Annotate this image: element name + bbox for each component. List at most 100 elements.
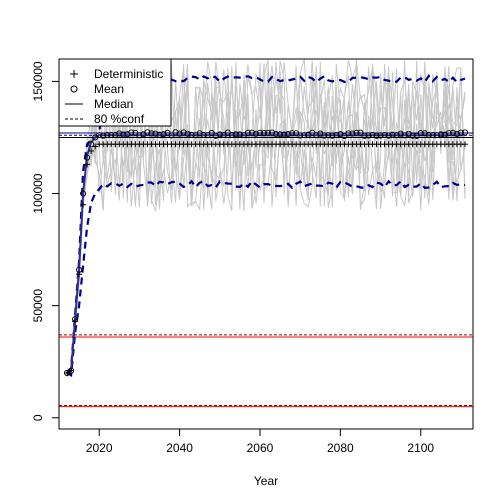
deterministic-marker	[84, 161, 91, 168]
y-tick-label: 0	[31, 414, 45, 421]
x-tick-label: 2080	[327, 441, 354, 455]
summary-series-layer	[63, 74, 469, 377]
mean-marker	[381, 131, 388, 139]
mean-marker	[260, 129, 268, 137]
mean-marker	[289, 130, 296, 137]
mean-marker	[128, 129, 135, 136]
mean-marker	[457, 129, 464, 136]
legend-label: Median	[94, 97, 133, 111]
mean-marker	[361, 132, 368, 139]
mean-marker	[461, 129, 469, 136]
mean-marker	[429, 132, 436, 139]
mean-marker	[232, 131, 239, 138]
mean-marker	[84, 154, 91, 161]
y-tick-label: 100000	[31, 173, 45, 213]
mean-marker	[160, 131, 167, 138]
reference-lines-layer	[59, 132, 473, 408]
mean-marker	[329, 132, 336, 139]
mean-marker	[144, 129, 151, 136]
mean-marker	[124, 131, 131, 138]
mean-marker	[441, 131, 448, 138]
y-tick-label: 50000	[31, 289, 45, 323]
legend-entry: Mean	[70, 82, 124, 96]
mean-marker	[72, 316, 79, 323]
mean-marker	[120, 131, 127, 138]
mean-marker	[148, 130, 155, 137]
mean-marker	[208, 129, 215, 137]
mean-marker	[172, 129, 179, 136]
axes-layer: 2020 2040 2060 2080 2100 0 50000 100000 150000	[31, 61, 434, 455]
mean-marker	[277, 131, 284, 138]
mean-marker	[345, 130, 352, 137]
mean-marker	[281, 131, 288, 138]
mean-marker	[88, 141, 95, 148]
mean-marker	[268, 129, 276, 136]
mean-marker	[68, 367, 75, 374]
mean-marker	[256, 129, 264, 136]
mean-marker	[433, 132, 440, 139]
mean-marker	[236, 131, 243, 138]
mean-marker	[184, 130, 191, 137]
x-tick-label: 2100	[407, 441, 434, 455]
mean-marker	[425, 131, 432, 138]
mean-marker	[449, 129, 456, 136]
lower-80-conf-line	[66, 179, 466, 377]
mean-marker	[369, 131, 376, 138]
mean-marker	[212, 132, 219, 139]
mean-marker	[104, 131, 111, 139]
mean-marker	[417, 130, 424, 137]
mean-marker	[188, 131, 195, 138]
x-axis-title: Year	[254, 474, 278, 488]
mean-marker	[353, 129, 360, 136]
deterministic-marker	[80, 201, 87, 208]
mean-marker	[349, 130, 356, 137]
mean-marker	[365, 132, 372, 139]
mean-marker	[152, 130, 159, 137]
mean-marker	[397, 130, 404, 137]
mean-marker	[313, 132, 320, 139]
mean-marker	[389, 131, 396, 138]
mean-marker	[393, 132, 400, 139]
mean-marker	[421, 130, 428, 137]
mean-marker	[100, 132, 107, 139]
deterministic-marker	[461, 141, 468, 148]
mean-marker	[301, 132, 308, 139]
mean-marker	[252, 130, 260, 137]
mean-marker	[80, 190, 87, 197]
legend-label: Deterministic	[94, 67, 163, 81]
mean-marker	[76, 266, 83, 273]
mean-marker	[445, 130, 452, 137]
mean-marker	[325, 132, 332, 139]
mean-marker	[96, 132, 103, 139]
mean-marker	[228, 131, 235, 138]
mean-marker	[196, 130, 203, 137]
mean-marker	[108, 131, 115, 139]
mean-marker	[377, 132, 384, 139]
mean-marker	[168, 132, 175, 139]
legend-entry: 80 %conf	[65, 112, 145, 126]
legend-label: Mean	[94, 82, 124, 96]
mean-marker	[453, 130, 460, 138]
legend-entry: Deterministic	[70, 67, 163, 81]
y-tick-label: 150000	[31, 61, 45, 101]
mean-marker	[216, 131, 223, 138]
mean-marker	[357, 129, 364, 136]
mean-marker	[437, 131, 444, 138]
mean-marker	[321, 132, 328, 139]
mean-marker	[285, 131, 292, 138]
legend-entry: Median	[65, 97, 133, 111]
mean-marker	[180, 129, 187, 136]
mean-marker	[244, 129, 251, 136]
deterministic-marker	[88, 147, 95, 154]
mean-marker	[385, 132, 392, 139]
mean-marker	[413, 132, 420, 139]
mean-marker	[373, 132, 380, 139]
mean-marker	[272, 130, 280, 138]
mean-marker	[264, 129, 272, 136]
legend-box	[58, 58, 172, 127]
mean-marker	[136, 132, 143, 139]
mean-marker	[116, 130, 123, 137]
mean-marker	[248, 129, 255, 136]
